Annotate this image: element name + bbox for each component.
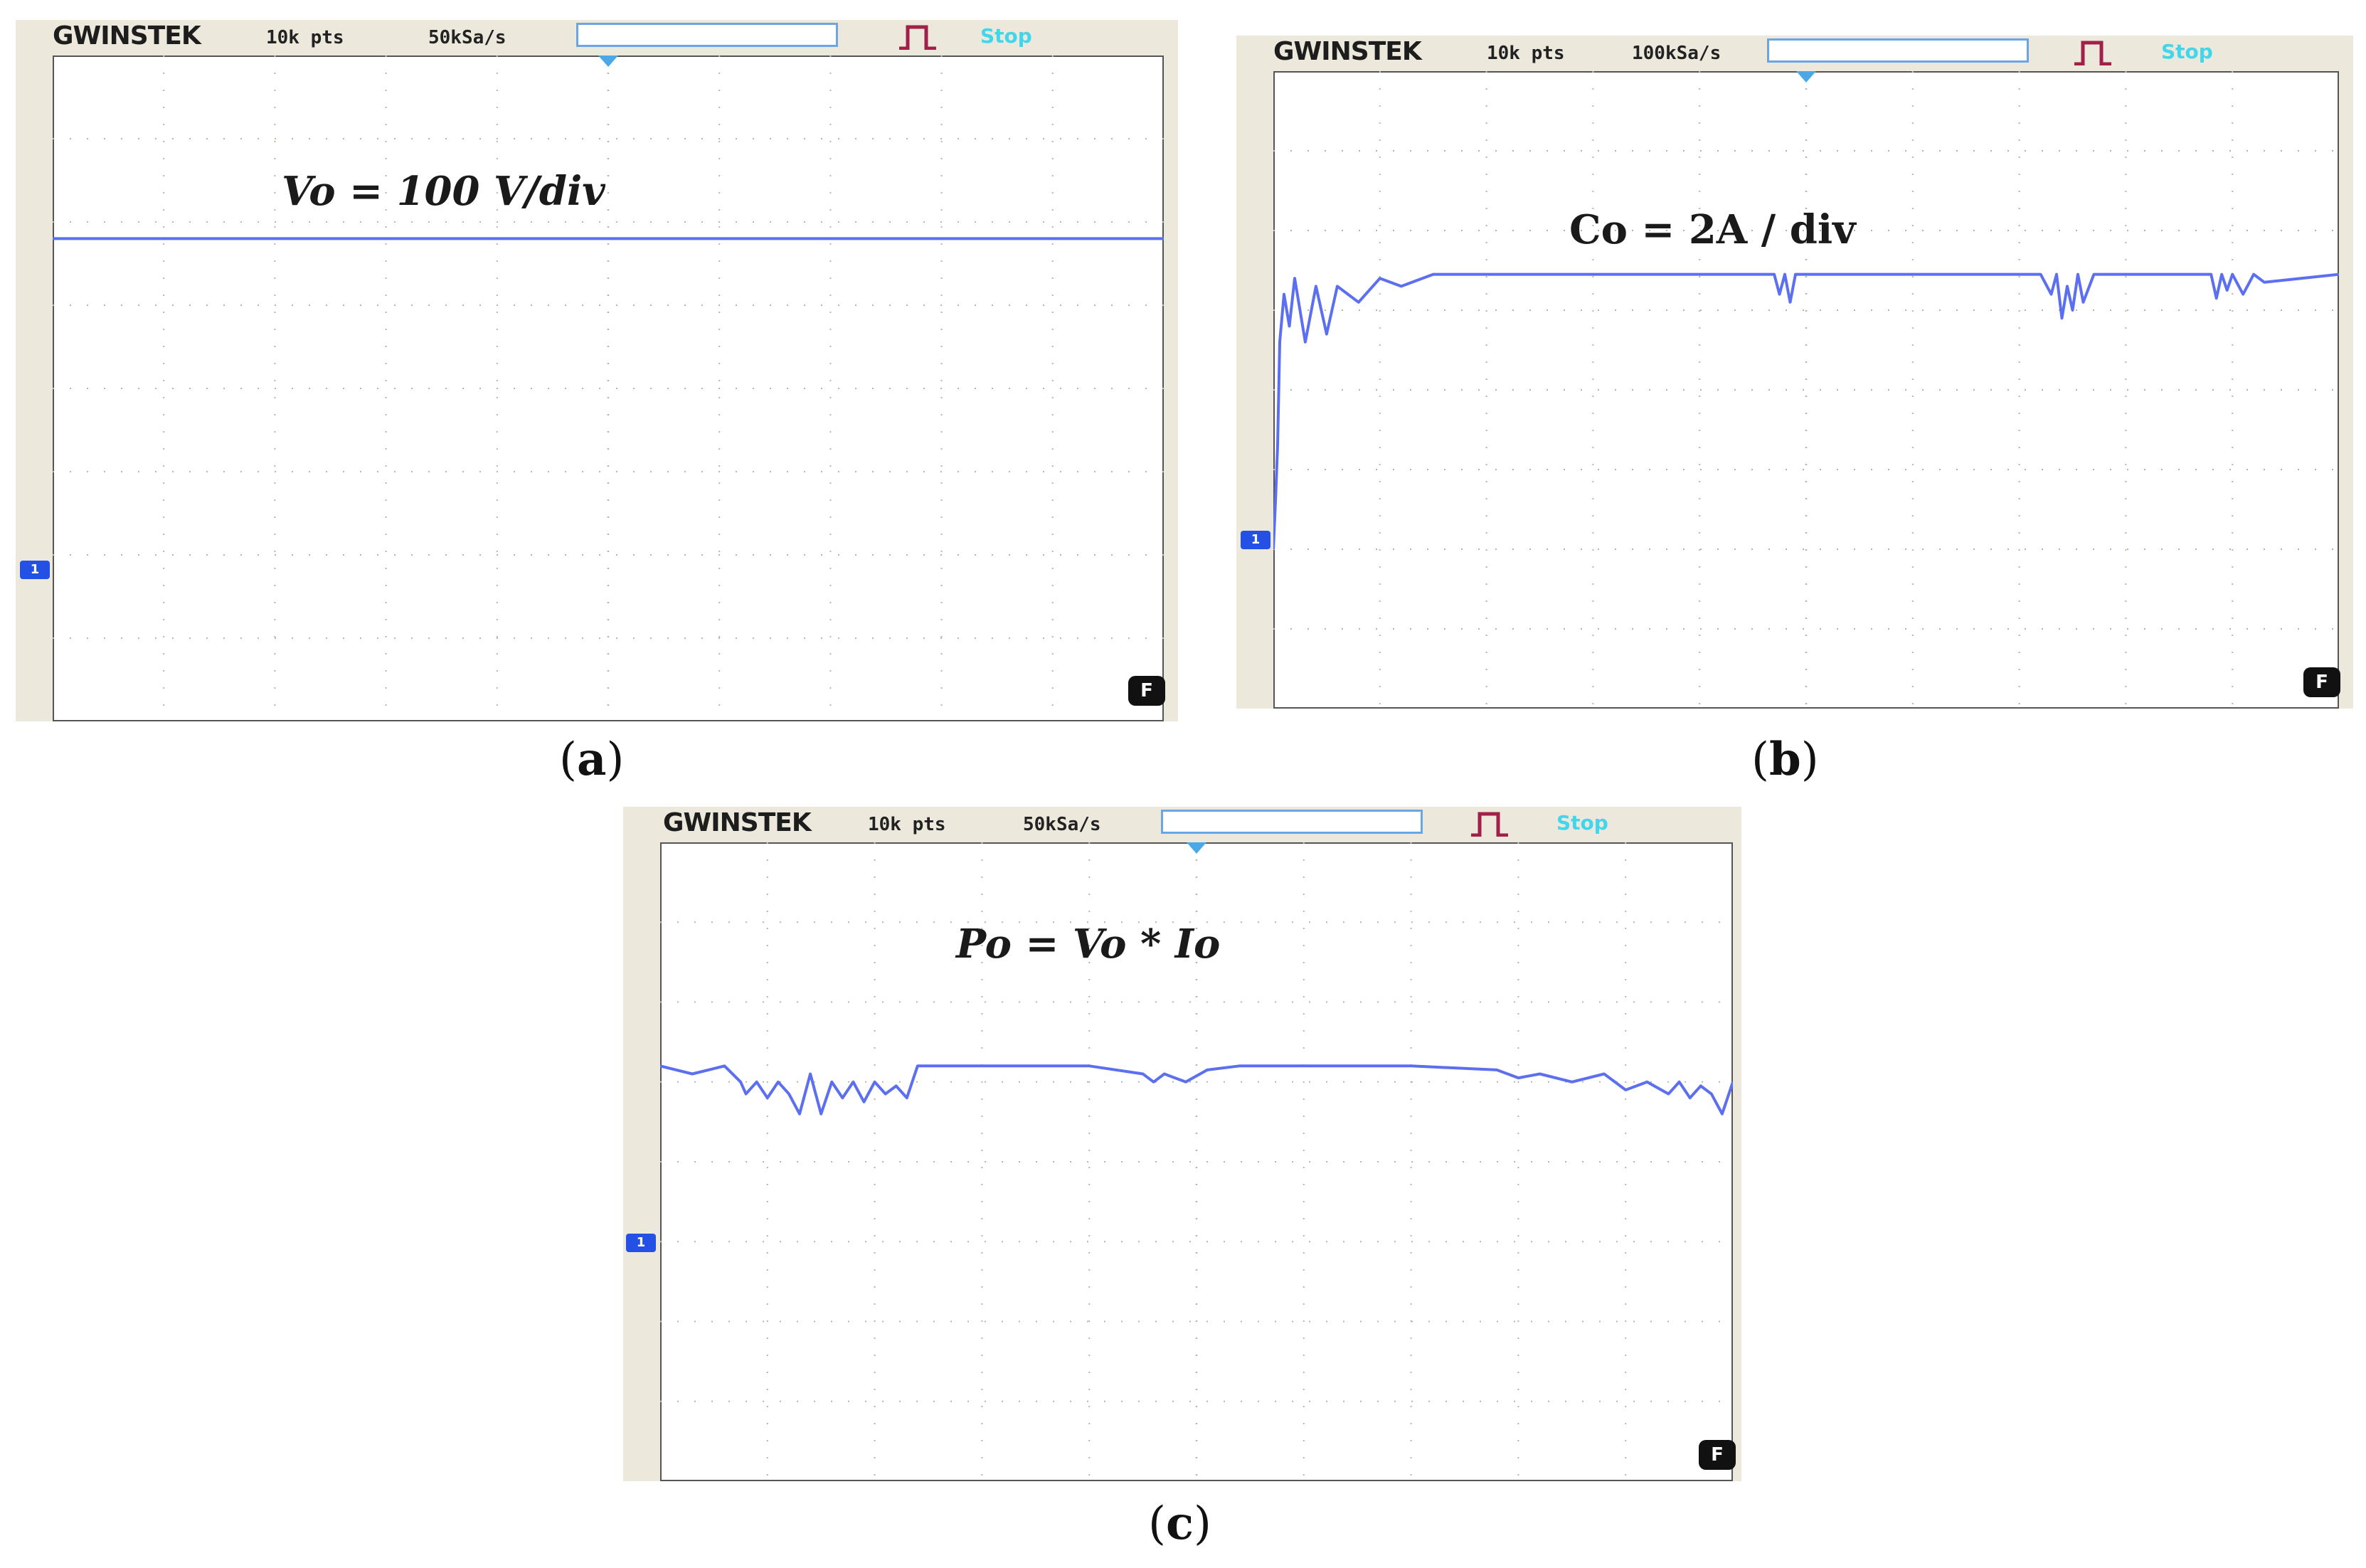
caption-letter: b [1768, 733, 1801, 786]
record-length: 10k pts [1487, 43, 1565, 64]
caption-c: (c) [1148, 1497, 1211, 1550]
plot-frame [53, 55, 1164, 721]
sample-rate: 50kSa/s [428, 27, 506, 48]
trigger-position-marker [1796, 71, 1816, 83]
memory-bar-icon [1767, 38, 2029, 63]
record-length: 10k pts [868, 814, 946, 835]
series-trace [660, 1064, 1733, 1116]
channel-1-marker-icon: 1 [1241, 531, 1270, 549]
caption-close: ) [1800, 733, 1819, 786]
pulse-edge-icon [899, 25, 936, 50]
channel-1-marker-icon: 1 [20, 561, 50, 579]
scope-panel-c: GWINSTEK 10k pts 50kSa/s Stop 1 F Po = V… [623, 807, 1741, 1481]
scope-header: GWINSTEK 10k pts 50kSa/s Stop [623, 807, 1741, 842]
sample-rate: 100kSa/s [1632, 43, 1722, 64]
f-badge-icon: F [1128, 676, 1165, 706]
annotation-c: Po = Vo * Io [956, 921, 1221, 968]
caption-open: ( [1751, 733, 1769, 786]
caption-open: ( [559, 733, 577, 786]
pulse-edge-icon [2074, 41, 2111, 65]
brand-logo: GWINSTEK [53, 21, 201, 51]
scope-header: GWINSTEK 10k pts 100kSa/s Stop [1236, 36, 2353, 71]
memory-bar-icon [576, 23, 838, 47]
caption-a: (a) [559, 733, 624, 786]
scope-panel-a: GWINSTEK 10k pts 50kSa/s Stop 1 F Vo = 1… [16, 20, 1178, 721]
caption-letter: c [1165, 1497, 1194, 1550]
memory-bar-icon [1161, 810, 1423, 834]
trigger-position-marker [1187, 842, 1206, 854]
run-state: Stop [2161, 40, 2213, 63]
f-badge-icon: F [1699, 1440, 1736, 1470]
plot-frame [660, 842, 1733, 1481]
record-length: 10k pts [266, 27, 344, 48]
channel-1-marker-icon: 1 [626, 1234, 656, 1252]
caption-close: ) [1193, 1498, 1211, 1550]
caption-open: ( [1148, 1498, 1166, 1550]
waveform-grid-a [53, 55, 1164, 721]
caption-close: ) [606, 733, 625, 786]
sample-rate: 50kSa/s [1023, 814, 1101, 835]
waveform-grid-b [1273, 71, 2339, 709]
series-trace [1273, 272, 2339, 550]
scope-header: GWINSTEK 10k pts 50kSa/s Stop [16, 20, 1178, 55]
caption-letter: a [576, 733, 607, 786]
caption-b: (b) [1751, 733, 1819, 786]
run-state: Stop [1556, 811, 1608, 835]
trigger-position-marker [598, 55, 618, 67]
f-badge-icon: F [2303, 667, 2340, 697]
brand-logo: GWINSTEK [663, 808, 812, 837]
waveform-grid-c [660, 842, 1733, 1481]
annotation-a: Vo = 100 V/div [282, 168, 605, 215]
pulse-edge-icon [1471, 812, 1508, 837]
brand-logo: GWINSTEK [1273, 37, 1422, 66]
run-state: Stop [980, 24, 1032, 48]
scope-panel-b: GWINSTEK 10k pts 100kSa/s Stop 1 F Co = … [1236, 36, 2353, 709]
annotation-b: Co = 2A / div [1569, 206, 1856, 253]
